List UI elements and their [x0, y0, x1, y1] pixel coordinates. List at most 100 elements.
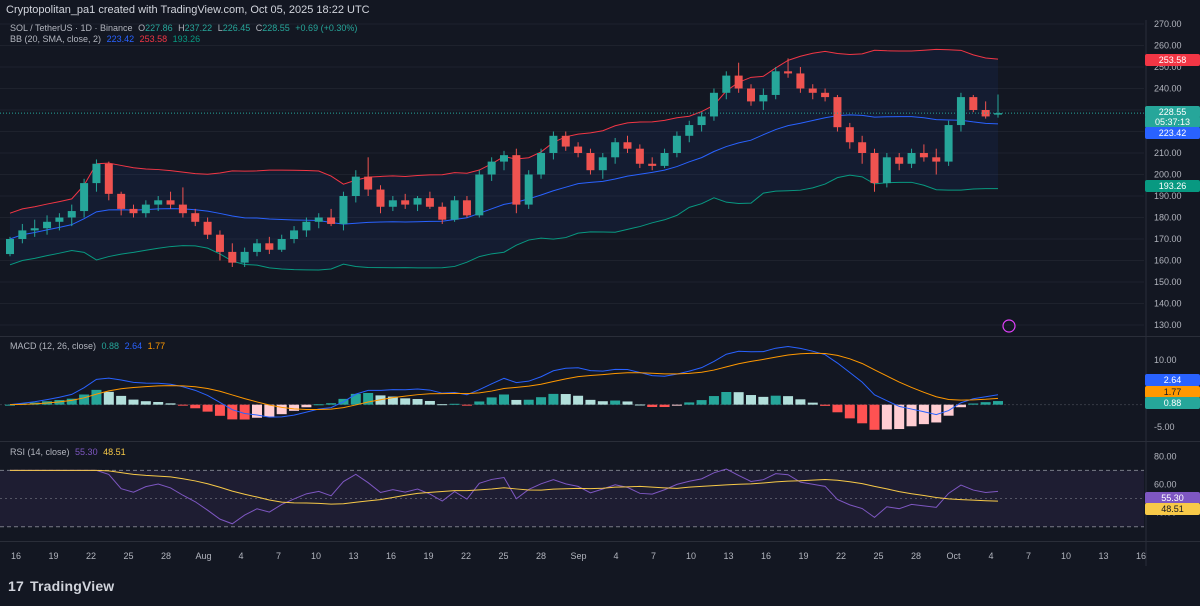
- candle-body: [376, 189, 385, 207]
- candle-body: [92, 163, 101, 184]
- macd-badge: 2.64: [1145, 374, 1200, 386]
- candle-body: [709, 92, 718, 117]
- macd-hist-bar: [770, 395, 781, 405]
- candle-body: [327, 217, 336, 224]
- bb-lower-value: 193.26: [172, 34, 201, 44]
- candle-body: [635, 148, 644, 164]
- time-tick-label: 19: [48, 551, 58, 561]
- time-tick-label: 19: [423, 551, 433, 561]
- time-tick-label: 16: [11, 551, 21, 561]
- time-tick-label: 19: [798, 551, 808, 561]
- macd-hist-bar: [326, 403, 337, 405]
- bb-upper-badge: 253.58: [1145, 54, 1200, 66]
- macd-hist-bar: [461, 404, 472, 406]
- macd-hist-bar: [918, 404, 929, 425]
- macd-hist-bar: [783, 396, 794, 405]
- macd-hist-bar: [634, 404, 645, 406]
- candle-body: [265, 243, 274, 250]
- macd-hist-bar: [857, 404, 868, 424]
- macd-hist-bar: [227, 404, 238, 420]
- macd-hist-value: 0.88: [101, 341, 120, 351]
- candle-body: [203, 221, 212, 235]
- time-tick-label: 13: [348, 551, 358, 561]
- macd-hist-bar: [906, 404, 917, 427]
- brand-name: TradingView: [29, 578, 115, 594]
- candle-body: [611, 142, 620, 158]
- time-tick-label: 22: [461, 551, 471, 561]
- time-tick-label: 28: [161, 551, 171, 561]
- candle-body: [994, 113, 1002, 115]
- chart-svg[interactable]: 270.00260.00250.00240.00230.00220.00210.…: [0, 19, 1200, 566]
- time-tick-label: Sep: [570, 551, 586, 561]
- macd-hist-bar: [820, 404, 831, 406]
- candle-body: [302, 221, 311, 231]
- candle-body: [178, 204, 187, 214]
- time-tick-label: 13: [1098, 551, 1108, 561]
- candle-body: [314, 217, 323, 222]
- macd-hist-bar: [573, 395, 584, 405]
- macd-hist-bar: [400, 398, 411, 405]
- macd-hist-bar: [807, 402, 818, 405]
- candle-body: [228, 251, 237, 263]
- macd-hist-bar: [301, 404, 312, 408]
- tradingview-logo[interactable]: 17 TradingView: [8, 578, 114, 594]
- macd-hist-bar: [103, 391, 114, 405]
- macd-hist-bar: [610, 400, 621, 405]
- macd-hist-bar: [449, 403, 460, 405]
- macd-hist-bar: [622, 401, 633, 405]
- macd-hist-bar: [795, 399, 806, 405]
- macd-hist-bar: [54, 400, 65, 405]
- price-tick-label: 250.00: [1154, 62, 1182, 72]
- rsi-badge: 55.30: [1145, 492, 1200, 504]
- candle-body: [969, 97, 978, 110]
- candle-body: [290, 230, 299, 239]
- time-tick-label: 16: [386, 551, 396, 561]
- candle-body: [821, 92, 830, 98]
- bb-basis-badge: 223.42: [1145, 127, 1200, 139]
- candle-body: [129, 208, 138, 214]
- price-tick-label: 240.00: [1154, 84, 1182, 94]
- candle-body: [6, 239, 14, 255]
- candle-body: [104, 163, 113, 194]
- candle-body: [858, 142, 867, 153]
- candle-body: [80, 183, 89, 212]
- time-tick-label: 16: [1136, 551, 1146, 561]
- time-tick-label: 4: [238, 551, 243, 561]
- candle-body: [462, 200, 471, 216]
- candle-body: [425, 198, 434, 207]
- candle-body: [796, 73, 805, 89]
- macd-hist-bar: [214, 404, 225, 416]
- time-tick-label: Aug: [195, 551, 211, 561]
- high-value: 237.22: [184, 23, 213, 33]
- macd-name: MACD (12, 26, close): [10, 341, 97, 351]
- macd-hist-bar: [931, 404, 942, 423]
- bb-lower-line: [9, 174, 999, 271]
- candle-body: [154, 200, 163, 205]
- candle-body: [413, 198, 422, 205]
- macd-hist-bar: [980, 402, 991, 405]
- macd-hist-bar: [894, 404, 905, 430]
- candle-body: [253, 243, 261, 252]
- macd-hist-bar: [548, 393, 559, 405]
- macd-hist-bar: [486, 397, 497, 405]
- macd-signal-value: 1.77: [147, 341, 166, 351]
- macd-hist-bar: [153, 401, 164, 405]
- symbol-legend: SOL / TetherUS · 1D · Binance O227.86 H2…: [10, 23, 360, 33]
- price-tick-label: 210.00: [1154, 148, 1182, 158]
- candle-body: [351, 176, 360, 196]
- time-tick-label: 25: [498, 551, 508, 561]
- macd-hist-bar: [671, 404, 682, 406]
- time-tick-label: 7: [651, 551, 656, 561]
- macd-hist-bar: [844, 404, 855, 419]
- candle-body: [932, 157, 941, 162]
- chart-area[interactable]: 270.00260.00250.00240.00230.00220.00210.…: [0, 19, 1200, 566]
- macd-hist-bar: [140, 401, 151, 405]
- macd-hist-bar: [66, 398, 77, 405]
- candle-body: [784, 71, 793, 74]
- candle-body: [277, 239, 286, 250]
- macd-hist-bar: [350, 393, 361, 405]
- candle-body: [734, 75, 743, 89]
- candle-body: [660, 153, 669, 166]
- bb-upper-value: 253.58: [139, 34, 168, 44]
- macd-hist-bar: [597, 401, 608, 405]
